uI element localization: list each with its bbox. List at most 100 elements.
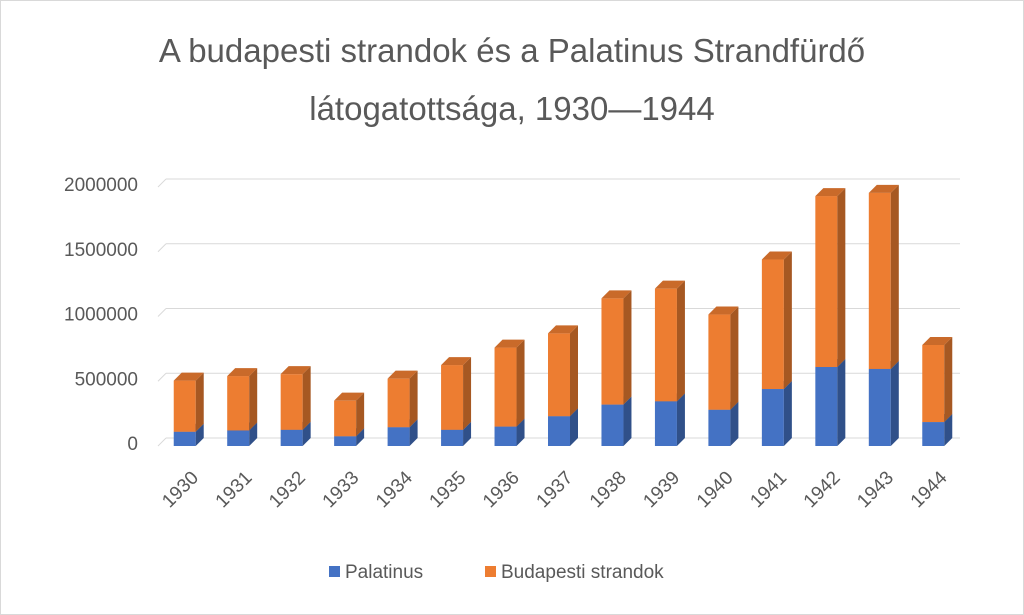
y-tick-label: 2000000	[64, 175, 138, 196]
bar-side	[890, 184, 899, 369]
bar-side	[570, 408, 578, 446]
bar-front	[654, 401, 677, 446]
x-tick-label: 1936	[479, 467, 524, 512]
bar-front	[227, 376, 250, 431]
bar-front	[761, 259, 784, 390]
bar-side	[409, 370, 418, 428]
bar-budapesti-strandok-1934	[387, 370, 418, 428]
bar-front	[441, 429, 464, 446]
bar-side	[249, 422, 258, 446]
x-axis: 1930 1931 1932 1933 1934 1935 1936 1937 1938 1939…	[158, 467, 952, 512]
bar-side	[837, 188, 846, 368]
bar-budapesti-strandok-1936	[494, 339, 525, 427]
bar-palatinus-1941	[761, 381, 792, 446]
bar-side	[302, 421, 311, 446]
bar-front	[494, 426, 517, 446]
legend-swatch	[329, 566, 340, 577]
y-axis: 0 500000 1000000 1500000 2000000	[64, 175, 138, 455]
x-tick-label: 1938	[586, 467, 631, 512]
bar-budapesti-strandok-1940	[708, 306, 739, 410]
bar-side	[837, 359, 846, 446]
bar-side	[730, 306, 739, 410]
bar-front	[868, 368, 891, 446]
x-tick-label: 1930	[158, 467, 203, 512]
gridline-depth	[157, 308, 167, 317]
bar-top	[708, 306, 739, 315]
bar-front	[387, 427, 410, 446]
bar-top	[815, 188, 846, 197]
gridline-depth	[157, 178, 167, 188]
x-tick-label: 1933	[319, 467, 364, 512]
bar-front	[601, 404, 624, 446]
bars	[173, 184, 953, 446]
bar-front	[280, 374, 303, 430]
bar-side	[516, 418, 525, 446]
bar-top	[173, 372, 204, 381]
bar-budapesti-strandok-1942	[815, 188, 846, 368]
bar-front	[654, 288, 677, 402]
bar-side	[944, 336, 953, 423]
bar-side	[730, 401, 739, 446]
bar-side	[463, 357, 472, 430]
gridline-depth	[157, 243, 167, 253]
y-tick-label: 500000	[75, 369, 138, 390]
y-tick-label: 0	[127, 434, 138, 455]
bar-top	[601, 290, 632, 299]
bar-top	[387, 370, 418, 379]
gridline-depth	[157, 372, 167, 382]
bar-budapesti-strandok-1931	[227, 368, 258, 431]
bar-budapesti-strandok-1938	[601, 290, 632, 405]
bar-front	[708, 314, 731, 410]
chart-title-line-2: látogatottsága, 1930—1944	[309, 90, 715, 127]
bar-budapesti-strandok-1930	[173, 372, 204, 432]
bar-palatinus-1943	[868, 360, 899, 446]
bar-front	[334, 400, 357, 437]
bar-budapesti-strandok-1941	[761, 251, 792, 390]
bar-budapesti-strandok-1937	[548, 325, 578, 417]
bar-budapesti-strandok-1944	[922, 336, 953, 423]
x-tick-label: 1935	[426, 467, 471, 512]
bar-side	[676, 280, 685, 402]
chart-title: A budapesti strandok és a Palatinus Stra…	[0, 22, 1024, 138]
bar-front	[601, 298, 624, 405]
bar-side	[623, 396, 632, 446]
legend-label: Budapesti strandok	[501, 562, 664, 583]
bar-side	[516, 339, 525, 427]
bar-side	[463, 421, 472, 446]
bar-side	[356, 392, 365, 437]
bar-front	[387, 378, 410, 428]
bar-side	[783, 381, 792, 446]
bar-top	[761, 251, 792, 260]
bar-side	[676, 393, 685, 446]
x-tick-label: 1940	[693, 467, 738, 512]
bar-front	[815, 367, 838, 446]
bar-side	[302, 366, 311, 430]
bar-side	[890, 360, 899, 446]
bar-side	[195, 423, 204, 446]
x-tick-label: 1932	[265, 467, 310, 512]
bar-top	[922, 336, 953, 345]
x-tick-label: 1944	[907, 467, 952, 512]
bar-front	[548, 416, 570, 446]
x-tick-label: 1943	[853, 467, 898, 512]
legend-label: Palatinus	[345, 562, 423, 583]
x-tick-label: 1942	[800, 467, 845, 512]
bar-palatinus-1942	[815, 359, 846, 446]
bar-front	[441, 365, 464, 430]
bar-front	[761, 389, 784, 446]
bar-front	[548, 333, 570, 417]
bar-top	[280, 366, 311, 375]
bar-side	[195, 372, 204, 432]
bar-front	[227, 430, 250, 446]
x-tick-label: 1934	[372, 467, 417, 512]
bar-budapesti-strandok-1935	[441, 357, 472, 430]
bar-front	[708, 409, 731, 446]
x-tick-label: 1939	[639, 467, 684, 512]
bar-top	[494, 339, 525, 348]
bar-budapesti-strandok-1939	[654, 280, 685, 402]
bar-side	[356, 428, 365, 446]
bar-budapesti-strandok-1932	[280, 366, 311, 430]
bar-top	[227, 368, 258, 377]
x-tick-label: 1941	[746, 467, 791, 512]
